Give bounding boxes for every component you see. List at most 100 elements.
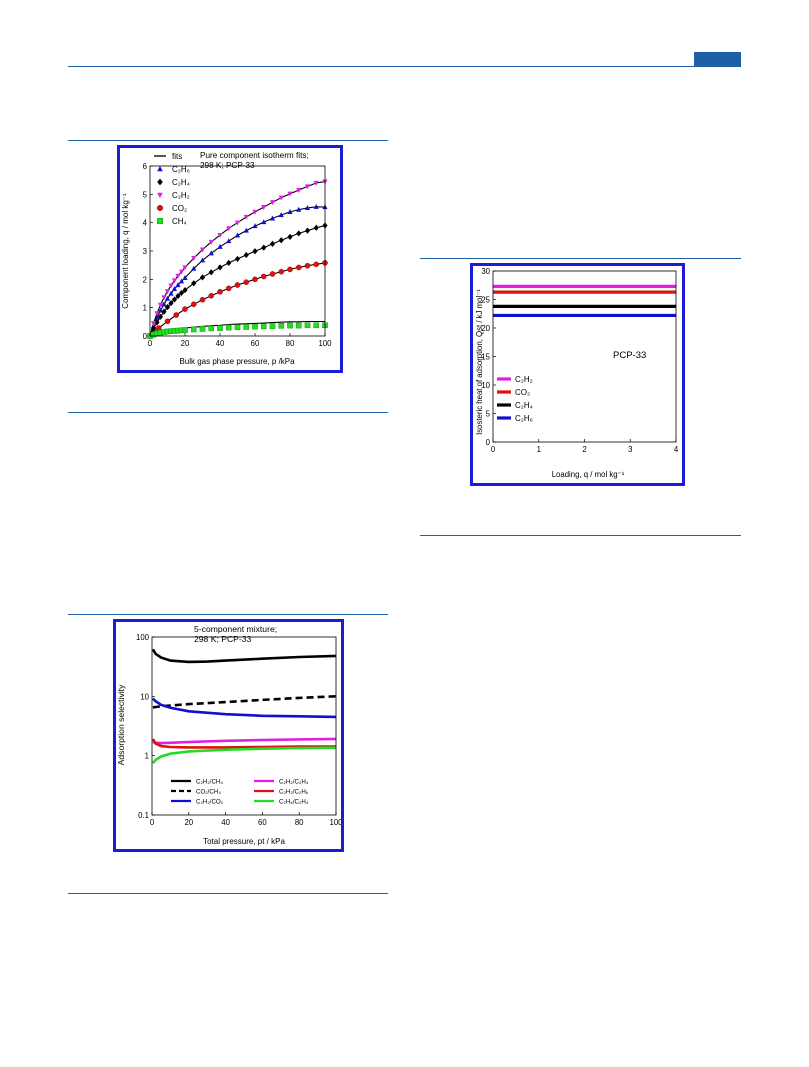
- data-point-c2h4: [164, 303, 171, 311]
- legend-label-c2h2: C₂H₂: [515, 375, 533, 384]
- y-tick-label: 0.1: [138, 811, 149, 820]
- data-point-c2h2: [252, 209, 258, 215]
- chart-subtitle: 298 K; PCP-33: [194, 634, 252, 644]
- x-axis-label: Total pressure, pt / kPa: [203, 837, 285, 846]
- y-tick-label: 15: [481, 353, 490, 362]
- data-point-ch4: [269, 323, 276, 329]
- data-point-co2: [260, 273, 267, 280]
- y-axis-label: Isosteric heat of adsorption, Qst / kJ m…: [475, 289, 484, 435]
- y-tick-label: 10: [140, 692, 149, 701]
- data-point-ch4: [287, 322, 293, 329]
- x-tick-label: 60: [251, 339, 260, 348]
- isotherm-chart: 0 20 40 60 80 100 0 1 2 3 4 5 6 Pure component isoth…: [117, 145, 343, 373]
- data-point-ch4: [182, 327, 188, 333]
- selectivity-line-c2h2-c2h4: [152, 737, 337, 745]
- data-point-c2h4: [243, 251, 249, 259]
- x-tick-label: 60: [258, 818, 267, 827]
- data-point-co2: [295, 264, 302, 271]
- x-tick-label: 0: [148, 339, 153, 348]
- data-point-c2h2: [199, 247, 206, 253]
- x-tick-label: 1: [537, 445, 541, 454]
- data-point-co2: [208, 292, 215, 299]
- fig3-bottom-rule: [68, 893, 388, 894]
- data-point-co2: [173, 312, 180, 318]
- data-point-c2h6: [261, 219, 267, 225]
- x-tick-label: 20: [184, 818, 193, 827]
- data-point-co2: [278, 268, 285, 275]
- fig2-bottom-rule: [420, 535, 741, 536]
- data-point-c2h6: [178, 278, 185, 284]
- axes: 0 1 2 3 4 0 5 10 15 20 25 30: [481, 267, 679, 454]
- header-rule: [68, 66, 741, 67]
- data-point-c2h6: [175, 282, 181, 288]
- selectivity-chart: 0 20 40 60 80 100 0.1 1 10 100 5-component mixtur…: [113, 619, 344, 852]
- header-tab: [694, 52, 741, 66]
- legend-label-c2h6-c2h4: C₂H₆/C₂H₄: [279, 799, 309, 806]
- data-point-c2h4: [199, 274, 206, 281]
- selectivity-line-c2h2-c2h6: [151, 738, 337, 749]
- x-tick-label: 3: [628, 445, 632, 454]
- data-point-c2h6: [226, 238, 232, 244]
- data-point-c2h2: [175, 273, 181, 279]
- data-point-c2h2: [226, 226, 232, 232]
- data-point-c2h6: [304, 205, 311, 211]
- y-tick-label: 6: [143, 162, 147, 171]
- data-point-c2h2: [243, 214, 249, 220]
- data-point-co2: [304, 262, 311, 269]
- selectivity-line-c2h2-co2: [151, 697, 337, 719]
- data-point-c2h4: [171, 296, 178, 303]
- y-tick-label: 1: [145, 752, 149, 761]
- data-point-co2: [182, 306, 188, 312]
- data-point-ch4: [225, 324, 232, 331]
- data-point-c2h4: [252, 248, 258, 255]
- plot-frame: [151, 636, 337, 816]
- y-tick-label: 5: [486, 410, 491, 419]
- legend-swatch-ch4: [157, 217, 164, 224]
- legend-label-c2h4: C₂H₄: [172, 178, 190, 187]
- data-point-c2h4: [178, 289, 185, 297]
- data-point-co2: [190, 301, 197, 308]
- x-tick-label: 4: [674, 445, 679, 454]
- legend: C₂H₂/CH₄ CO₂/CH₄ C₂H₂/CO₂ C₂H₂/C₂H₄ C₂H₂/C₂H…: [171, 779, 309, 806]
- data-point-ch4: [313, 322, 320, 329]
- data-point-c2h4: [269, 240, 276, 248]
- y-tick-label: 4: [143, 219, 148, 228]
- selectivity-line-c2h2-ch4: [151, 648, 337, 664]
- legend-swatch-c2h2: [157, 192, 163, 199]
- data-point-c2h2: [157, 302, 164, 308]
- x-tick-label: 40: [221, 818, 230, 827]
- data-point-c2h6: [199, 257, 206, 263]
- y-axis-label: Component loading, q / mol kg⁻¹: [121, 193, 130, 309]
- y-tick-label: 10: [481, 381, 490, 390]
- x-axis-label: Loading, q / mol kg⁻¹: [552, 470, 625, 479]
- data-point-c2h6: [217, 243, 223, 249]
- chart-title: 5-component mixture;: [194, 624, 277, 634]
- data-point-co2: [199, 296, 206, 303]
- data-point-c2h6: [296, 206, 302, 212]
- y-tick-label: 0: [143, 332, 148, 341]
- data-point-c2h6: [168, 290, 174, 296]
- y-tick-label: 5: [143, 190, 148, 199]
- data-point-c2h2: [234, 220, 241, 226]
- data-point-c2h6: [164, 295, 171, 301]
- data-point-c2h2: [313, 180, 319, 186]
- data-point-ch4: [243, 324, 250, 330]
- data-point-c2h4: [154, 319, 160, 326]
- data-point-co2: [234, 282, 241, 288]
- x-tick-label: 0: [150, 818, 155, 827]
- legend: fits C₂H₆ C₂H₄ C₂H₂ CO₂ CH₄: [154, 152, 190, 226]
- x-tick-label: 0: [491, 445, 496, 454]
- data-point-c2h2: [278, 195, 284, 201]
- plot-area: [151, 648, 337, 764]
- data-point-c2h2: [296, 188, 302, 193]
- y-tick-label: 25: [481, 296, 490, 305]
- data-point-c2h4: [278, 237, 284, 244]
- x-tick-label: 20: [181, 339, 190, 348]
- data-point-ch4: [304, 322, 311, 329]
- y-axis-label: Adsorption selectivity: [116, 684, 126, 765]
- data-point-c2h4: [287, 233, 293, 240]
- axes: 0 20 40 60 80 100 0 1 2 3 4 5 6: [143, 162, 333, 348]
- data-point-c2h6: [278, 212, 284, 218]
- y-tick-label: 1: [143, 304, 147, 313]
- data-point-c2h4: [208, 269, 214, 276]
